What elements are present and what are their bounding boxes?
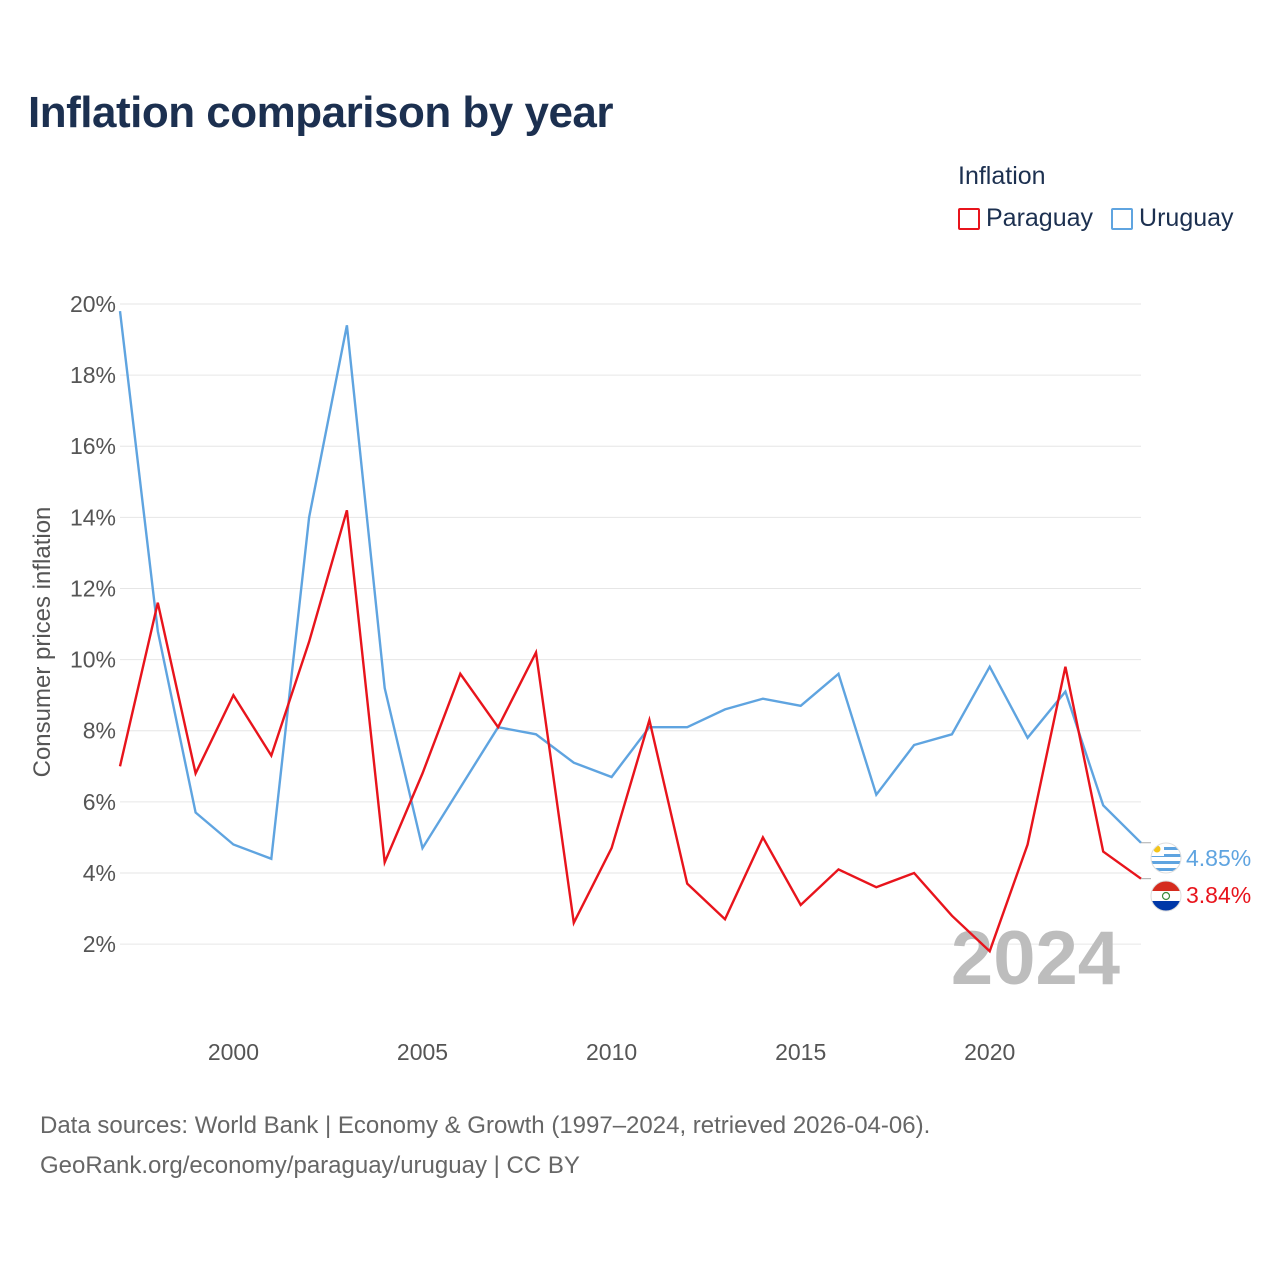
chart-title: Inflation comparison by year <box>28 88 614 137</box>
legend-item-paraguay[interactable]: Paraguay <box>958 204 1093 233</box>
x-tick-label: 2005 <box>397 1039 448 1065</box>
legend-title: Inflation <box>958 162 1046 190</box>
source-line-2[interactable]: GeoRank.org/economy/paraguay/uruguay | C… <box>40 1152 580 1179</box>
x-tick-label: 2020 <box>964 1039 1015 1065</box>
source-line-1: Data sources: World Bank | Economy & Gro… <box>40 1112 931 1139</box>
uruguay-flag-icon <box>1150 842 1182 874</box>
x-tick-label: 2010 <box>586 1039 637 1065</box>
source-note: Data sources: World Bank | Economy & Gro… <box>40 1106 930 1186</box>
y-tick-label: 2% <box>83 931 116 957</box>
gridlines <box>120 303 1141 945</box>
series-lines <box>118 310 1151 954</box>
y-tick-label: 4% <box>83 860 116 886</box>
end-label-paraguay: 3.84% <box>1186 882 1251 908</box>
y-tick-label: 20% <box>70 291 116 317</box>
y-tick-label: 6% <box>83 789 116 815</box>
y-tick-label: 10% <box>70 647 116 673</box>
legend-item-uruguay[interactable]: Uruguay <box>1111 204 1234 233</box>
legend-label-paraguay: Paraguay <box>986 204 1094 232</box>
legend-label-uruguay: Uruguay <box>1139 204 1234 232</box>
year-watermark: 2024 <box>951 916 1120 1001</box>
y-tick-label: 16% <box>70 433 116 459</box>
line-chart: 2%4%6%8%10%12%14%16%18%20% 2000 2005 2010 2… <box>29 291 1251 1065</box>
y-tick-label: 14% <box>70 504 116 530</box>
y-tick-label: 8% <box>83 718 116 744</box>
x-tick-label: 2015 <box>775 1039 826 1065</box>
x-axis-ticks: 2000 2005 2010 2015 2020 <box>208 1039 1015 1065</box>
y-axis-ticks: 2% 4% 6% 8% 10% 12% 14% 16% 18% 20% <box>70 291 116 957</box>
legend-swatch-paraguay <box>958 207 980 230</box>
y-axis-label: Consumer prices inflation <box>29 507 56 778</box>
legend: Paraguay Uruguay <box>958 204 1234 233</box>
series-line-uruguay[interactable] <box>118 310 1142 861</box>
series-line-paraguay[interactable] <box>118 509 1142 954</box>
legend-swatch-uruguay <box>1111 207 1134 230</box>
y-tick-label: 12% <box>70 575 116 601</box>
paraguay-flag-icon <box>1150 880 1182 912</box>
end-label-uruguay: 4.85% <box>1186 845 1251 871</box>
x-tick-label: 2000 <box>208 1039 259 1065</box>
y-tick-label: 18% <box>70 362 116 388</box>
